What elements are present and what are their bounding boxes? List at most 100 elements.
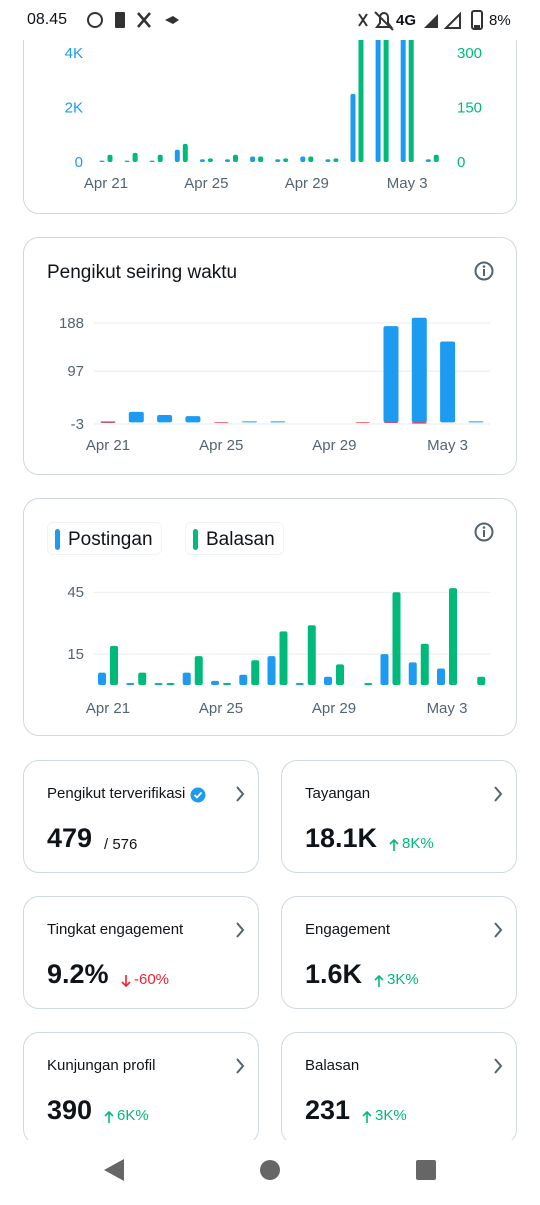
info-icon[interactable] xyxy=(473,521,495,543)
bar xyxy=(98,672,106,685)
bar xyxy=(295,682,304,685)
stat-card[interactable]: Kunjungan profil 390 6K% xyxy=(23,1032,259,1145)
bar xyxy=(157,154,163,162)
bar xyxy=(270,421,286,423)
y-tick-label: 0 xyxy=(457,154,465,171)
bar xyxy=(336,664,344,685)
bar xyxy=(411,422,427,424)
bar xyxy=(449,588,457,685)
chevron xyxy=(494,922,503,938)
x-tick-label: Apr 25 xyxy=(199,700,243,717)
bar xyxy=(267,656,276,685)
stat-value: 18.1K xyxy=(305,823,378,853)
bar xyxy=(433,154,439,162)
x-tick-label: Apr 21 xyxy=(86,700,130,717)
bar xyxy=(128,411,144,423)
stat-change: 3K% xyxy=(387,971,419,988)
chevron xyxy=(236,786,245,802)
bar xyxy=(185,416,201,423)
bar xyxy=(225,159,230,162)
y-tick-label: 4K xyxy=(65,45,83,62)
bar xyxy=(149,160,155,162)
bar xyxy=(207,158,213,162)
home-button[interactable] xyxy=(260,1160,280,1180)
bar xyxy=(194,656,203,685)
y-tick-label: 150 xyxy=(457,100,482,117)
back-button[interactable] xyxy=(104,1159,124,1181)
bar xyxy=(174,149,180,162)
bar xyxy=(364,682,373,685)
chevron xyxy=(236,922,245,938)
stat-card[interactable]: Tingkat engagement 9.2% -60% xyxy=(23,896,259,1009)
bar xyxy=(251,660,260,685)
battery: 8% xyxy=(489,12,511,29)
x-tick-label: Apr 29 xyxy=(312,700,356,717)
trend-arrow xyxy=(374,974,384,987)
stat-card[interactable]: Engagement 1.6K 3K% xyxy=(281,896,517,1009)
bar xyxy=(350,93,356,162)
bar xyxy=(100,422,116,423)
stat-change: -60% xyxy=(134,971,170,988)
y-tick-label: -3 xyxy=(71,416,84,433)
x-tick-label: Apr 29 xyxy=(312,437,356,454)
legend-swatch xyxy=(55,529,60,550)
bar xyxy=(308,156,314,162)
bar xyxy=(408,40,414,162)
bar xyxy=(408,662,417,685)
bar xyxy=(132,152,138,162)
bar xyxy=(420,643,429,685)
bar xyxy=(211,680,219,685)
bar xyxy=(324,676,332,685)
bar xyxy=(258,156,264,162)
stat-value: 390 xyxy=(47,1095,93,1125)
bar xyxy=(126,682,135,685)
trend-arrow xyxy=(121,975,131,988)
chevron xyxy=(494,1058,503,1074)
chart-card xyxy=(23,498,517,736)
trend-arrow xyxy=(389,838,399,851)
bar xyxy=(213,422,229,423)
chart-card xyxy=(23,10,517,214)
bar xyxy=(300,156,306,162)
stat-label: Engagement xyxy=(305,921,391,938)
chart: 15 45 Apr 21 Apr 25 Apr 29 May 3 xyxy=(67,584,490,717)
status-bar: 08.45 4G 8% xyxy=(0,0,540,40)
y-tick-label: 2K xyxy=(65,100,83,117)
stat-value: 1.6K xyxy=(305,959,363,989)
network: 4G xyxy=(396,12,417,29)
x-tick-label: May 3 xyxy=(427,700,468,717)
y-tick-label: 188 xyxy=(59,315,84,332)
bar xyxy=(233,154,238,162)
bar xyxy=(154,682,163,685)
bar xyxy=(250,156,256,162)
x-tick-label: Apr 25 xyxy=(184,175,228,192)
bar xyxy=(477,676,486,685)
bar xyxy=(325,159,331,162)
bar xyxy=(380,654,389,685)
stat-change: 3K% xyxy=(375,1107,407,1124)
bar xyxy=(383,422,399,423)
bar xyxy=(100,421,116,423)
stat-card[interactable]: Pengikut terverifikasi 479 / 576 xyxy=(23,760,259,873)
bar xyxy=(182,672,191,685)
bar xyxy=(124,160,130,162)
bar xyxy=(275,159,281,162)
bar xyxy=(242,421,257,423)
legend-label: Balasan xyxy=(206,529,275,550)
recents-button[interactable] xyxy=(416,1160,436,1180)
info-icon[interactable] xyxy=(473,260,495,282)
chevron xyxy=(494,786,503,802)
stat-label: Balasan xyxy=(305,1057,360,1074)
stat-card[interactable]: Tayangan 18.1K 8K% xyxy=(281,760,517,873)
stat-card[interactable]: Balasan 231 3K% xyxy=(281,1032,517,1145)
nav-buttons xyxy=(104,1159,436,1181)
chevron xyxy=(236,1058,245,1074)
stat-change: 8K% xyxy=(402,835,434,852)
bar xyxy=(138,672,147,685)
chart-card: Pengikut seiring waktu xyxy=(23,237,517,475)
bar xyxy=(166,682,175,685)
bar xyxy=(283,158,289,162)
bar xyxy=(199,159,205,162)
x-tick-label: May 3 xyxy=(387,175,428,192)
